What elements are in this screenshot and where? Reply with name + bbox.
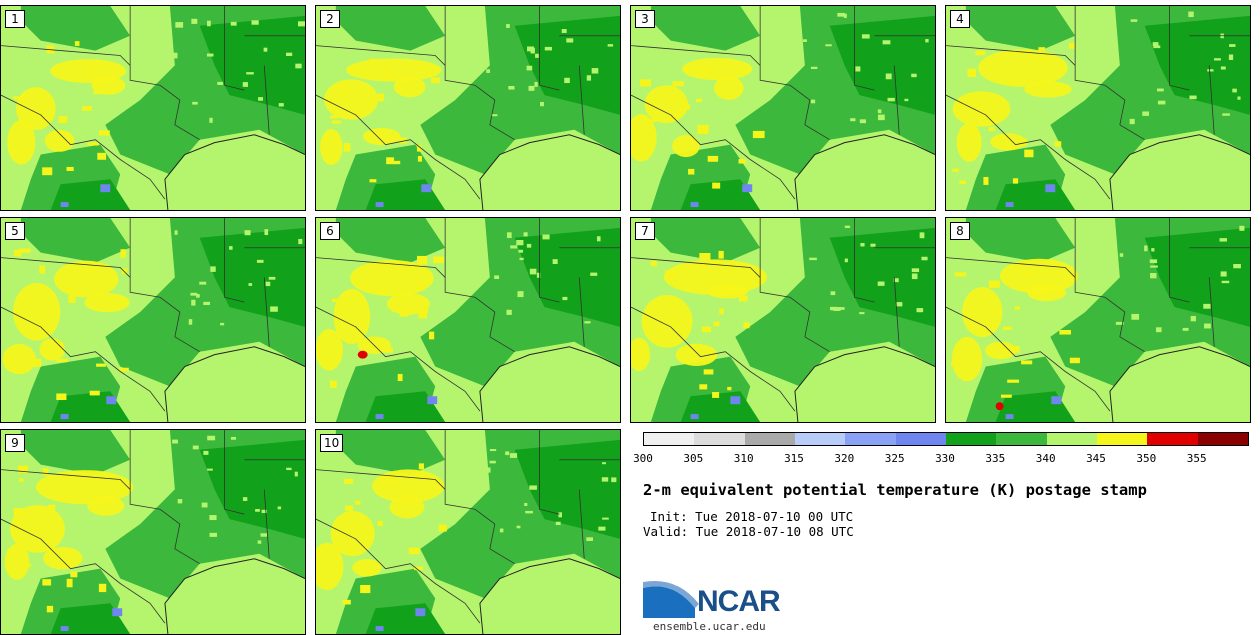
colorbar-tick-label: 305 [683,452,704,465]
colorbar-swatch [644,433,695,445]
colorbar-swatch [794,433,846,445]
colorbar-tick-label: 325 [884,452,905,465]
colorbar-tick-label: 310 [733,452,754,465]
colorbar-swatch [1046,433,1097,445]
ncar-logo-text: NCAR [697,585,781,618]
member-number-label: 9 [5,434,25,452]
member-number-label: 1 [5,10,25,28]
member-number-label: 2 [320,10,340,28]
colorbar-swatch [945,433,997,445]
member-map [1,218,305,422]
colorbar-swatch [996,433,1047,445]
valid-time: Valid: Tue 2018-07-10 08 UTC [643,524,854,539]
site-url: ensemble.ucar.edu [653,620,766,633]
member-map [316,430,620,634]
member-panel: 8 [945,217,1251,423]
colorbar-swatch [1096,433,1148,445]
member-map [316,6,620,210]
member-number-label: 5 [5,222,25,240]
colorbar-tick-label: 340 [1035,452,1056,465]
member-panel: 2 [315,5,621,211]
colorbar-tick-label: 355 [1186,452,1207,465]
member-map [1,430,305,634]
colorbar-tick-label: 350 [1136,452,1157,465]
colorbar-swatch [694,433,745,445]
colorbar [643,432,1249,446]
init-time: Init: Tue 2018-07-10 00 UTC [650,509,854,524]
member-number-label: 4 [950,10,970,28]
member-map [631,218,935,422]
colorbar-swatch [1197,433,1248,445]
member-map [631,6,935,210]
member-panel: 10 [315,429,621,635]
colorbar-tick-label: 330 [935,452,955,465]
colorbar-tick-label: 345 [1086,452,1106,465]
member-number-label: 3 [635,10,655,28]
member-map [1,6,305,210]
colorbar-swatch [1147,433,1198,445]
member-number-label: 7 [635,222,655,240]
colorbar-tick-label: 315 [784,452,804,465]
member-map [946,6,1250,210]
colorbar-tick-label: 320 [834,452,855,465]
member-panel: 5 [0,217,306,423]
member-number-label: 6 [320,222,340,240]
member-panel: 4 [945,5,1251,211]
colorbar-tick-label: 335 [985,452,1006,465]
colorbar-swatch [895,433,946,445]
figure-title: 2-m equivalent potential temperature (K)… [643,481,1147,499]
ncar-logo-icon [643,580,699,618]
member-panel: 9 [0,429,306,635]
member-number-label: 8 [950,222,970,240]
colorbar-swatch [744,433,795,445]
member-number-label: 10 [320,434,344,452]
colorbar-tick-label: 300 [633,452,653,465]
member-panel: 7 [630,217,936,423]
member-map [316,218,620,422]
member-map [946,218,1250,422]
member-panel: 3 [630,5,936,211]
member-panel: 1 [0,5,306,211]
member-panel: 6 [315,217,621,423]
colorbar-swatch [845,433,896,445]
